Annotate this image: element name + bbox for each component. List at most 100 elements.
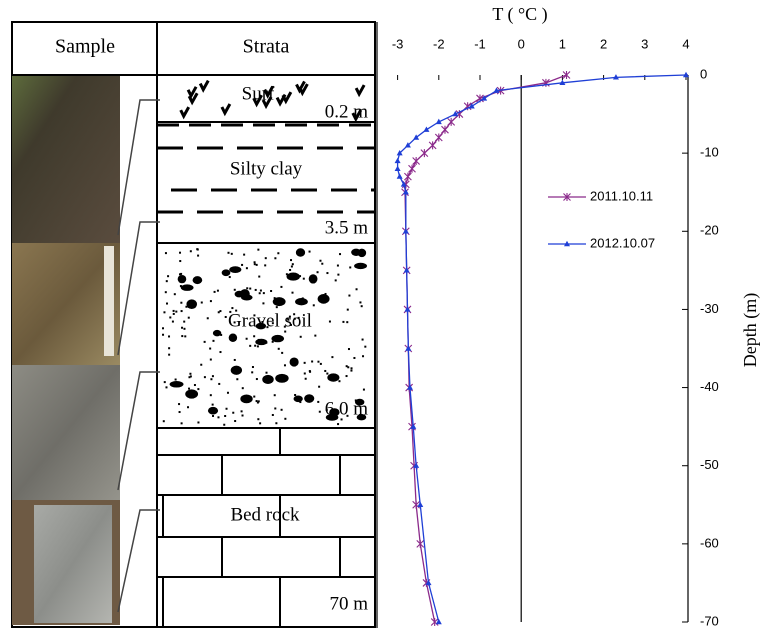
gravel-dot [284, 364, 286, 366]
gravel-dot [281, 352, 283, 354]
gravel-dot [319, 260, 321, 262]
gravel-dot [180, 302, 182, 304]
gravel-dot [274, 394, 276, 396]
gravel-dot [348, 295, 350, 297]
gravel-stone [295, 298, 308, 305]
gravel-dot [200, 364, 202, 366]
gravel-dot [318, 386, 320, 388]
gravel-dot [214, 291, 216, 293]
photo-silty [12, 243, 120, 365]
y-tick-label: -60 [700, 535, 719, 550]
gravel-dot [291, 266, 293, 268]
gravel-dot [166, 280, 168, 282]
x-tick-label: -1 [474, 36, 486, 51]
gravel-dot [234, 420, 236, 422]
gravel-stone [241, 294, 253, 300]
gravel-dot [275, 422, 277, 424]
y-tick-label: -30 [700, 301, 719, 316]
gravel-dot [162, 327, 164, 329]
gravel-dot [165, 291, 167, 293]
gravel-dot [350, 370, 352, 372]
legend-label: 2011.10.11 [590, 188, 653, 203]
x-tick-label: -3 [392, 36, 404, 51]
gravel-dot [181, 327, 183, 329]
series-line [405, 75, 567, 622]
gravel-dot [168, 347, 170, 349]
gravel-dot [347, 309, 349, 311]
gravel-dot [224, 415, 226, 417]
layer-name: Surf [242, 83, 275, 104]
gravel-dot [243, 254, 245, 256]
gravel-stone [229, 334, 237, 342]
gravel-dot [254, 345, 256, 347]
gravel-dot [364, 346, 366, 348]
gravel-dot [277, 252, 279, 254]
triangle-marker [423, 127, 429, 132]
gravel-dot [207, 317, 209, 319]
star-marker [417, 540, 424, 548]
gravel-dot [256, 378, 258, 380]
gravel-stone [290, 357, 299, 366]
ruler [104, 246, 114, 356]
gravel-dot [168, 335, 170, 337]
gravel-dot [255, 289, 257, 291]
gravel-dot [236, 378, 238, 380]
gravel-stone [185, 389, 198, 398]
gravel-stone [318, 294, 330, 304]
gravel-stone [193, 276, 203, 284]
gravel-dot [197, 421, 199, 423]
gravel-dot [272, 414, 274, 416]
gravel-dot [249, 288, 251, 290]
gravel-stone [208, 407, 218, 415]
gravel-dot [259, 422, 261, 424]
gravel-dot [190, 250, 192, 252]
gravel-dot [274, 407, 276, 409]
gravel-stone [354, 263, 367, 269]
gravel-dot [329, 321, 331, 323]
gravel-dot [305, 378, 307, 380]
star-marker [404, 173, 411, 181]
gravel-dot [217, 290, 219, 292]
gravel-dot [173, 313, 175, 315]
gravel-dot [212, 340, 214, 342]
leader-lines [118, 100, 160, 612]
surf-mark [356, 85, 364, 94]
x-axis-title: T ( °C ) [492, 4, 547, 25]
gravel-dot [204, 376, 206, 378]
gravel-stone [181, 284, 194, 291]
gravel-dot [254, 261, 256, 263]
x-tick-label: 0 [518, 36, 525, 51]
gravel-dot [234, 359, 236, 361]
x-tick-label: 2 [600, 36, 607, 51]
gravel-dot [256, 264, 258, 266]
x-tick-label: 1 [559, 36, 566, 51]
gravel-dot [212, 375, 214, 377]
gravel-dot [179, 411, 181, 413]
gravel-dot [331, 356, 333, 358]
gravel-dot [218, 383, 220, 385]
gravel-stone [231, 366, 242, 375]
gravel-dot [349, 266, 351, 268]
gravel-dot [181, 310, 183, 312]
gravel-dot [227, 392, 229, 394]
gravel-stone [262, 375, 273, 384]
gravel-dot [190, 375, 192, 377]
gravel-dot [223, 424, 225, 426]
header-strata: Strata [243, 36, 290, 58]
gravel-dot [197, 388, 199, 390]
gravel-dot [172, 321, 174, 323]
gravel-dot [179, 260, 181, 262]
gravel-dot [317, 401, 319, 403]
gravel-stone [273, 297, 286, 306]
y-tick-label: -70 [700, 613, 719, 628]
gravel-dot [210, 378, 212, 380]
gravel-stone [294, 396, 303, 403]
surf-mark [200, 81, 208, 90]
gravel-dot [292, 263, 294, 265]
gravel-dot [210, 394, 212, 396]
gravel-dot [253, 396, 255, 398]
y-tick-label: -50 [700, 457, 719, 472]
x-tick-label: 3 [641, 36, 648, 51]
gravel-dot [274, 257, 276, 259]
x-tick-label: 4 [682, 36, 689, 51]
